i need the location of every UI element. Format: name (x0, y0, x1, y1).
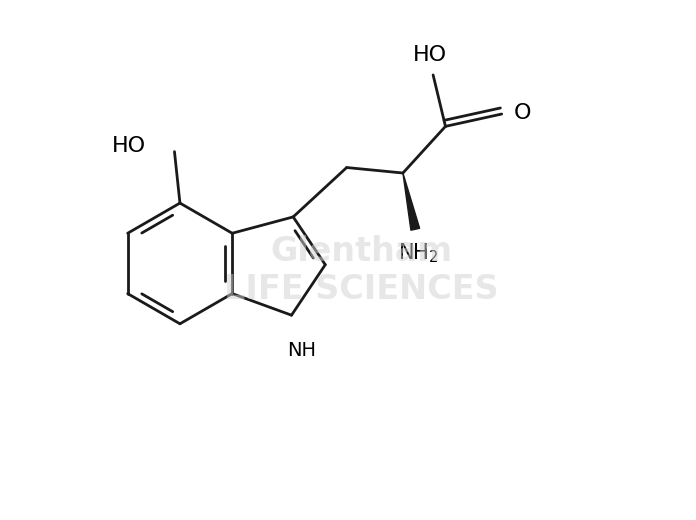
Text: O: O (514, 102, 532, 123)
Text: Glentham
LIFE SCIENCES: Glentham LIFE SCIENCES (224, 235, 499, 306)
Text: HO: HO (111, 136, 145, 156)
Text: HO: HO (413, 45, 447, 64)
Text: NH$_2$: NH$_2$ (398, 242, 439, 265)
Polygon shape (403, 173, 420, 230)
Text: NH: NH (287, 341, 316, 360)
